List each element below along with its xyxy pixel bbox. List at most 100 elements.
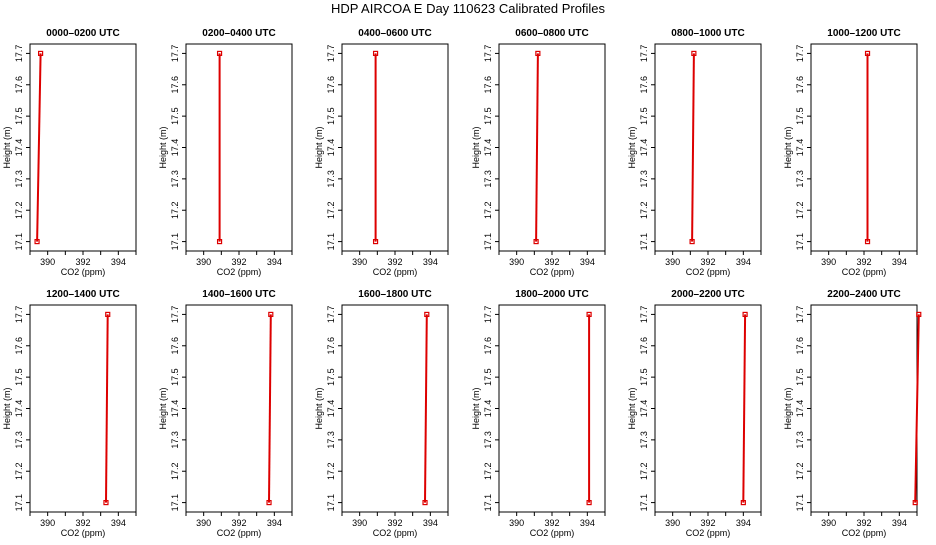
y-tick-label: 17.5	[326, 368, 336, 386]
y-tick-label: 17.5	[795, 107, 805, 125]
profile-point	[916, 311, 922, 318]
profile-line	[36, 53, 42, 242]
y-tick-label: 17.2	[326, 462, 336, 480]
y-tick-label: 17.5	[483, 107, 493, 125]
y-tick-label: 17.4	[795, 139, 805, 157]
panel-title: 0800–1000 UTC	[671, 28, 744, 39]
y-tick-label: 17.5	[483, 368, 493, 386]
y-tick-label: 17.2	[170, 462, 180, 480]
x-axis-label: CO2 (ppm)	[61, 267, 106, 277]
y-tick-label: 17.5	[170, 107, 180, 125]
chart-panel-8: 1600–1800 UTC 390 392 394 17.1 17.2 17.3 17.4 17…	[314, 289, 449, 538]
chart-panel-0: 0000–0200 UTC 390 392 394 17.1 17.2 17.3 17.4 17…	[2, 28, 137, 277]
y-tick-label: 17.7	[483, 306, 493, 324]
x-tick-label: 394	[111, 257, 126, 267]
y-tick-label: 17.3	[483, 431, 493, 449]
x-axis-label: CO2 (ppm)	[61, 528, 106, 538]
y-tick-label: 17.5	[795, 368, 805, 386]
y-tick-label: 17.3	[170, 170, 180, 188]
y-tick-label: 17.1	[483, 233, 493, 251]
y-tick-label: 17.6	[170, 337, 180, 355]
x-tick-label: 390	[665, 257, 680, 267]
y-tick-label: 17.5	[170, 368, 180, 386]
y-tick-label: 17.2	[170, 201, 180, 219]
x-axis-label: CO2 (ppm)	[217, 528, 262, 538]
x-axis-label: CO2 (ppm)	[217, 267, 262, 277]
y-tick-label: 17.4	[795, 400, 805, 418]
y-tick-label: 17.6	[483, 76, 493, 94]
x-tick-label: 390	[40, 257, 55, 267]
x-tick-label: 392	[700, 518, 715, 528]
x-tick-label: 390	[196, 518, 211, 528]
chart-panel-4: 0800–1000 UTC 390 392 394 17.1 17.2 17.3 17.4 17…	[627, 28, 762, 277]
y-tick-label: 17.4	[170, 400, 180, 418]
y-tick-label: 17.1	[14, 233, 24, 251]
profile-point	[689, 238, 695, 245]
y-tick-label: 17.1	[639, 233, 649, 251]
x-tick-label: 394	[267, 257, 282, 267]
y-tick-label: 17.3	[14, 431, 24, 449]
profile-line	[105, 314, 109, 503]
y-tick-label: 17.1	[795, 494, 805, 512]
y-tick-label: 17.2	[483, 201, 493, 219]
x-axis-label: CO2 (ppm)	[842, 528, 887, 538]
x-tick-label: 390	[821, 518, 836, 528]
profile-line	[742, 314, 747, 503]
y-tick-label: 17.6	[639, 337, 649, 355]
plot-frame	[341, 43, 449, 252]
profile-point	[586, 311, 592, 318]
panel-title: 1400–1600 UTC	[202, 289, 275, 300]
x-tick-label: 392	[700, 257, 715, 267]
chart-panel-2: 0400–0600 UTC 390 392 394 17.1 17.2 17.3 17.4 17…	[314, 28, 449, 277]
plot-frame	[185, 304, 293, 513]
chart-panel-5: 1000–1200 UTC 390 392 394 17.1 17.2 17.3 17.4 17…	[783, 28, 918, 277]
y-tick-label: 17.4	[326, 139, 336, 157]
y-tick-label: 17.2	[639, 201, 649, 219]
y-tick-label: 17.7	[639, 306, 649, 324]
x-tick-label: 394	[111, 518, 126, 528]
y-tick-label: 17.3	[14, 170, 24, 188]
y-axis-label: Height (m)	[783, 126, 793, 168]
profile-line	[424, 314, 428, 503]
y-axis-label: Height (m)	[2, 126, 12, 168]
profile-point	[864, 50, 871, 57]
y-tick-label: 17.4	[483, 139, 493, 157]
panel-title: 1800–2000 UTC	[515, 289, 588, 300]
y-tick-label: 17.7	[483, 45, 493, 63]
profile-point	[34, 238, 40, 245]
y-tick-label: 17.4	[483, 400, 493, 418]
y-tick-label: 17.3	[795, 170, 805, 188]
profile-point	[372, 238, 379, 245]
panel-title: 0200–0400 UTC	[202, 28, 275, 39]
y-axis-label: Height (m)	[471, 387, 481, 429]
y-tick-label: 17.4	[170, 139, 180, 157]
y-tick-label: 17.7	[795, 306, 805, 324]
chart-panel-9: 1800–2000 UTC 390 392 394 17.1 17.2 17.3 17.4 17…	[471, 289, 606, 538]
x-tick-label: 394	[892, 257, 907, 267]
x-tick-label: 394	[736, 257, 751, 267]
panel-title: 1000–1200 UTC	[827, 28, 900, 39]
y-tick-label: 17.7	[795, 45, 805, 63]
chart-panel-6: 1200–1400 UTC 390 392 394 17.1 17.2 17.3 17.4 17…	[2, 289, 137, 538]
chart-panel-11: 2200–2400 UTC 390 392 394 17.1 17.2 17.3 17.4 17…	[783, 289, 922, 538]
y-tick-label: 17.4	[639, 400, 649, 418]
figure-title: HDP AIRCOA E Day 110623 Calibrated Profi…	[330, 1, 606, 16]
y-axis-label: Height (m)	[2, 387, 12, 429]
y-tick-label: 17.5	[639, 107, 649, 125]
plot-frame	[29, 304, 137, 513]
y-tick-label: 17.3	[639, 431, 649, 449]
x-tick-label: 394	[736, 518, 751, 528]
y-tick-label: 17.2	[795, 201, 805, 219]
y-tick-label: 17.6	[795, 76, 805, 94]
x-axis-label: CO2 (ppm)	[686, 267, 731, 277]
profile-point	[912, 499, 918, 506]
x-tick-label: 390	[40, 518, 55, 528]
y-tick-label: 17.3	[483, 170, 493, 188]
y-axis-label: Height (m)	[158, 387, 168, 429]
x-tick-label: 392	[544, 257, 559, 267]
x-tick-label: 392	[231, 257, 246, 267]
profile-point	[268, 311, 274, 318]
y-tick-label: 17.7	[170, 306, 180, 324]
y-tick-label: 17.5	[14, 368, 24, 386]
